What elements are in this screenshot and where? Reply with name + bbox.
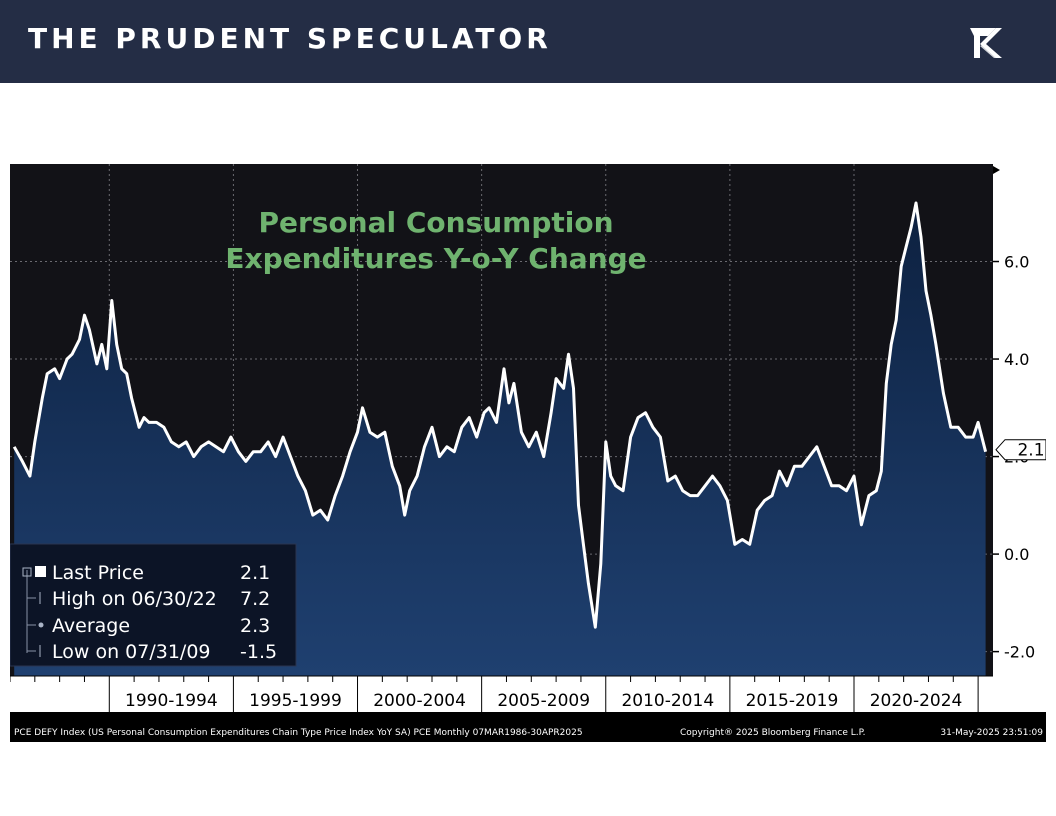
legend-label: Last Price (52, 562, 144, 584)
y-axis-top-arrow (993, 166, 1000, 174)
brand-title: THE PRUDENT SPECULATOR (28, 22, 552, 55)
x-axis-panel (10, 676, 1046, 712)
x-period-label: 1990-1994 (125, 691, 218, 711)
footer-copyright: Copyright® 2025 Bloomberg Finance L.P. (680, 728, 865, 738)
x-period-label: 2000-2004 (373, 691, 466, 711)
legend-value: 2.1 (240, 562, 270, 584)
x-axis: 1990-1994 1995-1999 2000-2004 2005-2009 2010… (9, 675, 1046, 712)
pce-chart-svg: -2.00.02.04.06.0 1990-19941995-19992000-… (9, 164, 1047, 742)
legend-label: Low on 07/31/09 (52, 641, 211, 663)
legend-value: 2.3 (240, 615, 270, 637)
y-tick-label: 4.0 (1004, 350, 1029, 369)
average-marker-icon (38, 622, 44, 628)
footer-timestamp: 31-May-2025 23:51:09 (940, 728, 1043, 738)
x-period-label: 1995-1999 (249, 691, 342, 711)
legend-value: 7.2 (240, 588, 270, 610)
footer-source: PCE DEFY Index (US Personal Consumption … (14, 728, 583, 738)
x-period-label: 2020-2024 (870, 691, 963, 711)
y-tick-label: 0.0 (1004, 545, 1029, 564)
series-line (12, 201, 988, 629)
legend-label: High on 06/30/22 (52, 588, 217, 610)
legend-value: -1.5 (240, 641, 277, 663)
chart-title-line-1: Personal Consumption (258, 206, 613, 239)
x-period-label: 2015-2019 (746, 691, 839, 711)
chart-title-line-2: Expenditures Y-o-Y Change (225, 242, 646, 275)
x-period-label: 2005-2009 (497, 691, 590, 711)
legend-label: Average (52, 615, 130, 637)
chart-footer: PCE DEFY Index (US Personal Consumption … (14, 728, 1043, 738)
y-axis: -2.00.02.04.06.0 (993, 164, 1046, 676)
y-axis-panel (993, 164, 1046, 676)
collapse-toggle-icon (22, 567, 32, 577)
y-tick-label: 6.0 (1004, 253, 1029, 272)
header-bar: THE PRUDENT SPECULATOR (0, 0, 1056, 83)
last-value-badge: 2.1 (995, 439, 1047, 461)
legend-box (9, 543, 297, 667)
tps-monogram-icon (970, 28, 1002, 58)
square-marker-icon (35, 566, 46, 577)
y-tick-label: -2.0 (1004, 643, 1035, 662)
chart-title: Personal Consumption Expenditures Y-o-Y … (225, 206, 646, 275)
x-period-label: 2010-2014 (621, 691, 714, 711)
chart-legend: Last Price 2.1 High on 06/30/22 7.2 Average 2… (9, 543, 297, 667)
last-value-label: 2.1 (1017, 441, 1044, 461)
pce-chart: -2.00.02.04.06.0 1990-19941995-19992000-… (9, 164, 1047, 742)
